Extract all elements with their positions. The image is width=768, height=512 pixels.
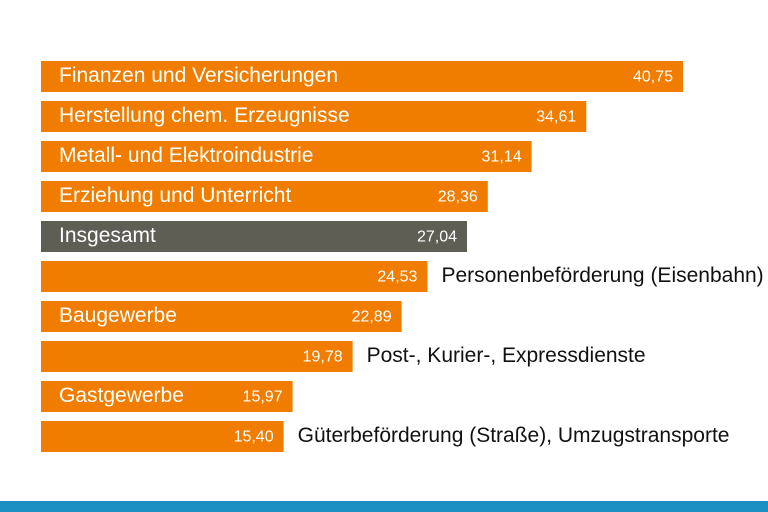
category-label: Personenbeförderung (Eisenbahn) — [441, 264, 763, 287]
value-label: 34,61 — [536, 109, 576, 126]
bar — [41, 141, 532, 172]
value-label: 28,36 — [438, 189, 478, 206]
value-label: 22,89 — [352, 309, 392, 326]
bar — [41, 61, 683, 92]
bar — [41, 381, 293, 412]
value-label: 15,97 — [243, 389, 283, 406]
category-label: Herstellung chem. Erzeugnisse — [59, 104, 350, 127]
bar — [41, 221, 468, 252]
category-label: Baugewerbe — [59, 304, 177, 327]
category-label: Güterbeförderung (Straße), Umzugstranspo… — [298, 424, 730, 447]
bar — [41, 101, 587, 132]
category-label: Metall- und Elektroindustrie — [59, 144, 313, 167]
footer-band — [0, 501, 768, 512]
value-label: 15,40 — [234, 429, 274, 446]
bar — [41, 421, 284, 452]
category-label: Post-, Kurier-, Expressdienste — [367, 344, 646, 367]
value-label: 31,14 — [482, 149, 522, 166]
bar — [41, 181, 488, 212]
bar — [41, 301, 402, 332]
value-label: 40,75 — [633, 69, 673, 86]
category-label: Insgesamt — [59, 224, 156, 247]
value-label: 24,53 — [377, 269, 417, 286]
bar — [41, 261, 428, 292]
category-label: Finanzen und Versicherungen — [59, 64, 338, 87]
bar — [41, 341, 353, 372]
category-label: Erziehung und Unterricht — [59, 184, 291, 207]
value-label: 27,04 — [417, 229, 457, 246]
value-label: 19,78 — [303, 349, 343, 366]
category-label: Gastgewerbe — [59, 384, 184, 407]
